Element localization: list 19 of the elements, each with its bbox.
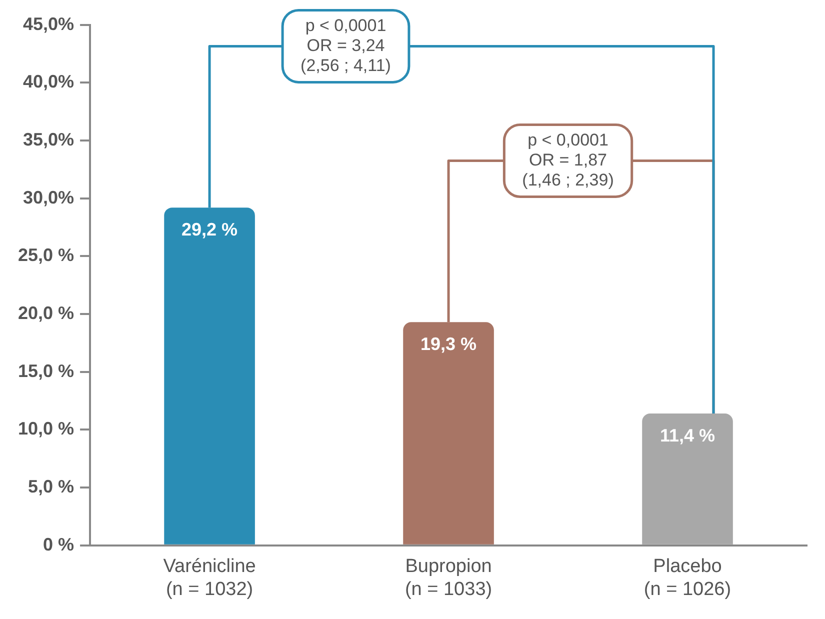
x-tick-label: Varénicline (n = 1032) (163, 556, 256, 600)
y-tick-label: 10,0 % (18, 418, 74, 439)
y-tick-label: 35,0% (22, 129, 74, 150)
bar (642, 414, 733, 544)
data-label: 11,4 % (660, 425, 716, 446)
y-tick-label: 5,0 % (28, 476, 74, 497)
data-label: 19,3 % (420, 334, 477, 354)
y-tick-label: 25,0 % (18, 245, 74, 266)
y-tick-label: 15,0 % (18, 360, 74, 381)
annotation: p < 0,0001 OR = 1,87 (1,46 ; 2,39) (522, 130, 614, 190)
annotation: p < 0,0001 OR = 3,24 (2,56 ; 4,11) (300, 16, 391, 75)
y-tick-label: 20,0 % (18, 302, 74, 323)
y-tick-label: 45,0% (22, 14, 74, 34)
x-tick-label: Bupropion (n = 1033) (404, 556, 492, 600)
y-tick-label: 0 % (43, 534, 74, 554)
data-label: 29,2 % (182, 220, 238, 240)
y-tick-label: 40,0% (22, 72, 74, 92)
y-tick-label: 30,0% (22, 187, 74, 208)
x-tick-label: Placebo (n = 1026) (644, 556, 732, 600)
